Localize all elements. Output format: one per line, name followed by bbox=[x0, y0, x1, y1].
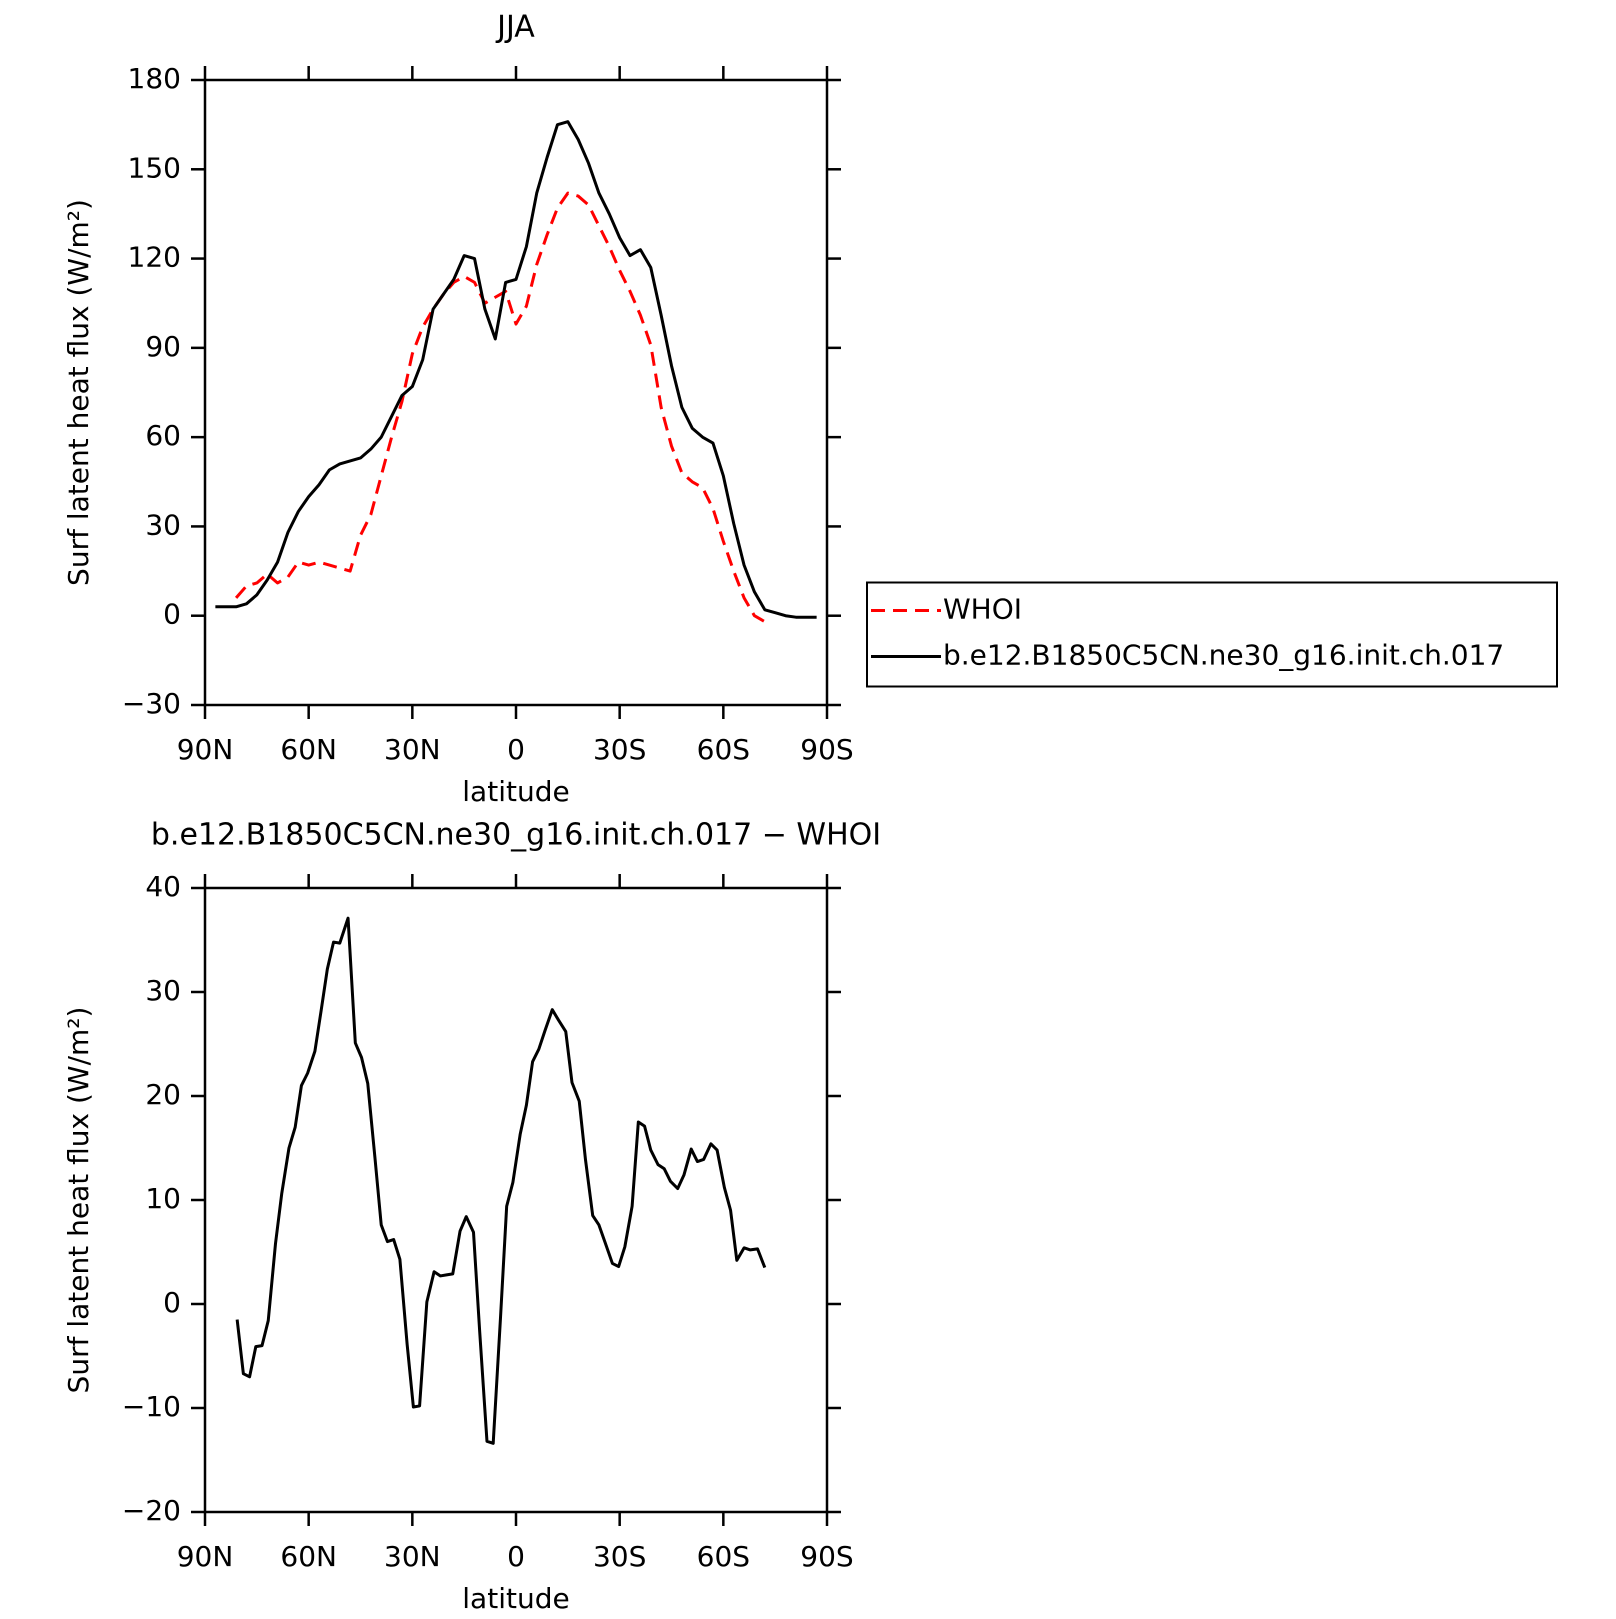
chart-title: JJA bbox=[495, 10, 535, 45]
y-tick-label: 0 bbox=[163, 1286, 181, 1319]
x-tick-label: 30N bbox=[384, 1540, 441, 1573]
chart-title: b.e12.B1850C5CN.ne30_g16.init.ch.017 − W… bbox=[151, 818, 881, 853]
x-tick-label: 90S bbox=[800, 1540, 853, 1573]
x-tick-label: 60N bbox=[280, 733, 337, 766]
plot-frame bbox=[203, 886, 829, 1514]
plot-frame bbox=[203, 78, 829, 707]
y-tick-label: 30 bbox=[145, 508, 181, 541]
y-axis-label: Surf latent heat flux (W/m²) bbox=[62, 1007, 95, 1394]
legend-box bbox=[866, 581, 1558, 688]
y-tick-label: 60 bbox=[145, 419, 181, 452]
data-line bbox=[235, 916, 767, 1445]
x-tick-label: 90N bbox=[177, 1540, 234, 1573]
x-tick-label: 60S bbox=[697, 733, 750, 766]
x-tick-label: 30S bbox=[593, 1540, 646, 1573]
y-tick-label: 30 bbox=[145, 974, 181, 1007]
x-tick-label: 0 bbox=[507, 1540, 525, 1573]
x-axis-label: latitude bbox=[462, 1582, 569, 1615]
y-axis-label: Surf latent heat flux (W/m²) bbox=[62, 199, 95, 586]
y-tick-label: 10 bbox=[145, 1182, 181, 1215]
x-tick-label: 60N bbox=[280, 1540, 337, 1573]
x-tick-label: 60S bbox=[697, 1540, 750, 1573]
x-tick-label: 30N bbox=[384, 733, 441, 766]
y-tick-label: −30 bbox=[122, 687, 181, 720]
legend-label: WHOI bbox=[943, 593, 1022, 626]
y-tick-label: 90 bbox=[145, 330, 181, 363]
data-line bbox=[234, 191, 766, 623]
y-tick-label: 120 bbox=[128, 241, 181, 274]
y-tick-label: 0 bbox=[163, 598, 181, 631]
x-tick-label: 0 bbox=[507, 733, 525, 766]
legend: WHOI b.e12.B1850C5CN.ne30_g16.init.ch.017 bbox=[866, 581, 1558, 688]
y-tick-label: −10 bbox=[122, 1390, 181, 1423]
y-tick-label: 20 bbox=[145, 1078, 181, 1111]
y-tick-label: −20 bbox=[122, 1494, 181, 1527]
data-line bbox=[215, 120, 817, 619]
x-tick-label: 30S bbox=[593, 733, 646, 766]
legend-label: b.e12.B1850C5CN.ne30_g16.init.ch.017 bbox=[943, 639, 1504, 672]
x-tick-label: 90N bbox=[177, 733, 234, 766]
y-tick-label: 180 bbox=[128, 62, 181, 95]
y-tick-label: 40 bbox=[145, 870, 181, 903]
x-axis-label: latitude bbox=[462, 775, 569, 808]
y-tick-label: 150 bbox=[128, 151, 181, 184]
x-tick-label: 90S bbox=[800, 733, 853, 766]
